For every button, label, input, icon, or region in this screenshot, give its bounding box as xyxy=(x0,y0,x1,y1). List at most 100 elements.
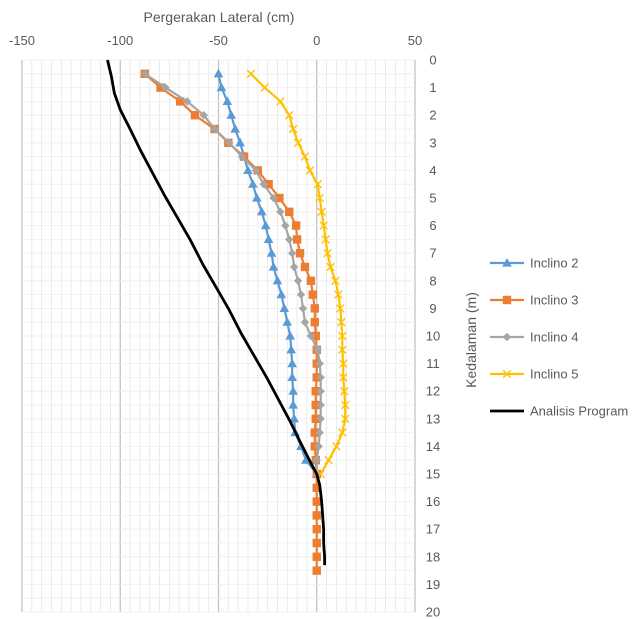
diamond-marker xyxy=(182,97,192,106)
diamond-marker xyxy=(315,359,324,368)
series-layer xyxy=(106,59,350,575)
y-tick-label: 0 xyxy=(429,53,436,68)
legend-label: Inclino 3 xyxy=(530,293,578,308)
x-tick-label: -150 xyxy=(9,33,35,48)
diamond-marker xyxy=(298,304,308,313)
diamond-marker xyxy=(316,387,325,396)
diamond-marker xyxy=(300,318,310,327)
x-marker xyxy=(321,235,330,244)
triangle-marker xyxy=(222,96,233,105)
x-marker xyxy=(317,207,326,217)
square-marker xyxy=(285,207,294,216)
series-line xyxy=(250,73,347,475)
diamond-marker xyxy=(140,69,150,78)
legend: Inclino 2 Inclino 3 Inclino 4 Inclino 5 Anal… xyxy=(490,256,628,419)
x-marker xyxy=(339,386,349,396)
triangle-marker xyxy=(279,303,290,312)
x-marker xyxy=(338,345,347,355)
triangle-marker xyxy=(256,206,267,216)
legend-label: Inclino 4 xyxy=(530,330,578,345)
triangle-marker xyxy=(287,358,297,368)
x-tick-label: 50 xyxy=(408,33,422,48)
square-marker xyxy=(310,304,319,313)
y-tick-label: 11 xyxy=(426,356,440,371)
y-tick-label: 4 xyxy=(429,163,436,178)
x-marker xyxy=(260,83,269,92)
square-marker xyxy=(502,295,512,305)
triangle-marker xyxy=(248,179,258,188)
x-marker xyxy=(338,428,347,437)
x-marker xyxy=(246,69,256,79)
diamond-marker xyxy=(199,111,208,120)
diamond-marker xyxy=(210,124,219,134)
series-inclino-5 xyxy=(246,69,350,479)
square-marker xyxy=(311,387,320,396)
diamond-marker xyxy=(296,290,306,299)
square-marker xyxy=(292,235,302,244)
legend-label: Inclino 2 xyxy=(530,256,578,271)
x-marker xyxy=(336,304,345,313)
diamond-marker xyxy=(251,166,261,175)
y-tick-label: 17 xyxy=(426,522,440,537)
x-marker xyxy=(284,110,294,120)
square-marker xyxy=(190,111,200,120)
triangle-marker xyxy=(282,317,293,326)
square-marker xyxy=(156,83,165,92)
x-tick-label: 0 xyxy=(313,33,320,48)
square-marker xyxy=(310,428,319,437)
square-marker xyxy=(312,566,321,575)
legend-label: Inclino 5 xyxy=(530,367,578,382)
square-marker xyxy=(312,483,321,492)
y-tick-label: 14 xyxy=(426,439,440,454)
x-axis-ticks: -150 -100 -50 0 50 xyxy=(9,33,422,48)
triangle-marker xyxy=(226,110,237,119)
x-marker xyxy=(305,166,315,175)
square-marker xyxy=(308,290,318,299)
diamond-marker xyxy=(316,400,325,410)
legend-item: Inclino 5 xyxy=(490,367,578,382)
triangle-marker xyxy=(502,258,512,267)
diamond-marker xyxy=(161,83,170,92)
legend-item: Analisis Program xyxy=(490,404,628,419)
diamond-marker xyxy=(314,442,323,451)
x-marker xyxy=(338,359,348,368)
triangle-marker xyxy=(286,344,297,354)
diamond-marker xyxy=(502,332,512,342)
y-tick-label: 10 xyxy=(426,329,440,344)
x-marker xyxy=(300,152,310,161)
legend-item: Inclino 4 xyxy=(490,330,578,345)
y-tick-label: 8 xyxy=(429,273,436,288)
x-marker xyxy=(313,179,323,189)
y-tick-label: 19 xyxy=(426,577,440,592)
triangle-marker xyxy=(213,68,224,78)
y-axis-title: Kedalaman (m) xyxy=(463,292,479,388)
diamond-marker xyxy=(225,138,234,147)
square-marker xyxy=(295,249,305,258)
triangle-marker xyxy=(266,248,277,257)
y-tick-label: 20 xyxy=(426,605,440,619)
diamond-marker xyxy=(259,180,268,189)
x-marker xyxy=(332,442,341,451)
x-tick-label: -50 xyxy=(209,33,228,48)
diamond-marker xyxy=(269,193,278,203)
triangle-marker xyxy=(289,413,299,423)
series-line xyxy=(106,59,327,566)
square-marker xyxy=(312,525,321,534)
x-marker xyxy=(276,97,285,106)
diamond-marker xyxy=(293,276,303,285)
square-marker xyxy=(264,180,273,189)
series-analisis-program xyxy=(106,59,327,566)
x-marker xyxy=(331,276,340,286)
y-tick-label: 5 xyxy=(429,191,436,206)
triangle-marker xyxy=(243,165,253,174)
x-marker xyxy=(334,290,343,299)
x-marker xyxy=(288,124,298,134)
square-marker xyxy=(291,221,301,230)
square-marker xyxy=(311,400,320,410)
diamond-marker xyxy=(316,414,325,423)
triangle-marker xyxy=(288,386,298,395)
y-tick-label: 9 xyxy=(429,301,436,316)
x-marker xyxy=(319,221,328,230)
triangle-marker xyxy=(260,220,271,230)
